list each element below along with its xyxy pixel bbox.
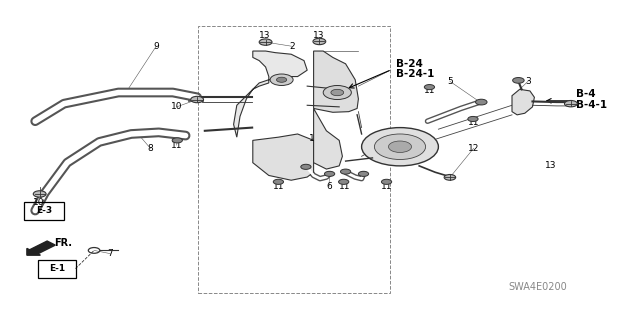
Text: B-4-1: B-4-1 — [576, 100, 607, 110]
Text: B-24-1: B-24-1 — [396, 69, 434, 79]
Circle shape — [301, 164, 311, 169]
Bar — [38, 260, 76, 278]
Text: E-3: E-3 — [36, 206, 52, 215]
Circle shape — [276, 77, 287, 82]
Circle shape — [172, 138, 182, 143]
Text: 10: 10 — [33, 198, 44, 207]
Circle shape — [362, 128, 438, 166]
Text: 10: 10 — [171, 102, 182, 111]
Polygon shape — [234, 51, 307, 137]
Polygon shape — [314, 51, 358, 112]
Circle shape — [358, 171, 369, 176]
Circle shape — [273, 179, 284, 184]
Text: 2: 2 — [289, 42, 294, 51]
Text: 5: 5 — [447, 77, 452, 86]
Text: 11: 11 — [424, 86, 436, 95]
Circle shape — [259, 39, 272, 45]
Circle shape — [513, 78, 524, 83]
Text: B-4: B-4 — [576, 89, 596, 100]
Text: 11: 11 — [381, 182, 393, 191]
Text: 7: 7 — [108, 249, 113, 258]
Text: 11: 11 — [468, 118, 479, 127]
Circle shape — [323, 85, 351, 100]
Text: E-1: E-1 — [49, 264, 65, 273]
Text: 11: 11 — [171, 141, 182, 150]
Text: 1: 1 — [310, 134, 315, 143]
Text: 6: 6 — [327, 182, 332, 191]
Circle shape — [388, 141, 412, 152]
Bar — [198, 26, 390, 293]
Circle shape — [374, 134, 426, 160]
Circle shape — [468, 116, 478, 122]
Circle shape — [270, 74, 293, 85]
Polygon shape — [314, 108, 342, 169]
Text: 12: 12 — [468, 144, 479, 153]
Polygon shape — [512, 89, 534, 115]
Text: 13: 13 — [545, 161, 556, 170]
Text: 8: 8 — [148, 144, 153, 153]
FancyArrow shape — [27, 241, 55, 255]
Circle shape — [331, 89, 344, 96]
Text: SWA4E0200: SWA4E0200 — [509, 282, 568, 292]
Circle shape — [564, 100, 577, 107]
Circle shape — [313, 38, 326, 45]
Circle shape — [424, 85, 435, 90]
Text: B-24: B-24 — [396, 59, 422, 69]
Circle shape — [324, 171, 335, 176]
Bar — [24, 202, 64, 220]
Circle shape — [381, 179, 392, 184]
Circle shape — [476, 99, 487, 105]
Polygon shape — [253, 134, 314, 180]
Circle shape — [340, 169, 351, 174]
Text: 13: 13 — [259, 31, 271, 40]
Circle shape — [33, 191, 46, 197]
Circle shape — [191, 96, 204, 103]
Circle shape — [444, 174, 456, 180]
Text: 13: 13 — [313, 31, 324, 40]
Text: 11: 11 — [273, 182, 284, 191]
Text: 4: 4 — [406, 147, 411, 156]
Text: FR.: FR. — [54, 238, 72, 248]
Text: 11: 11 — [339, 182, 350, 191]
Text: 3: 3 — [525, 77, 531, 86]
Circle shape — [339, 179, 349, 184]
Text: 9: 9 — [154, 42, 159, 51]
